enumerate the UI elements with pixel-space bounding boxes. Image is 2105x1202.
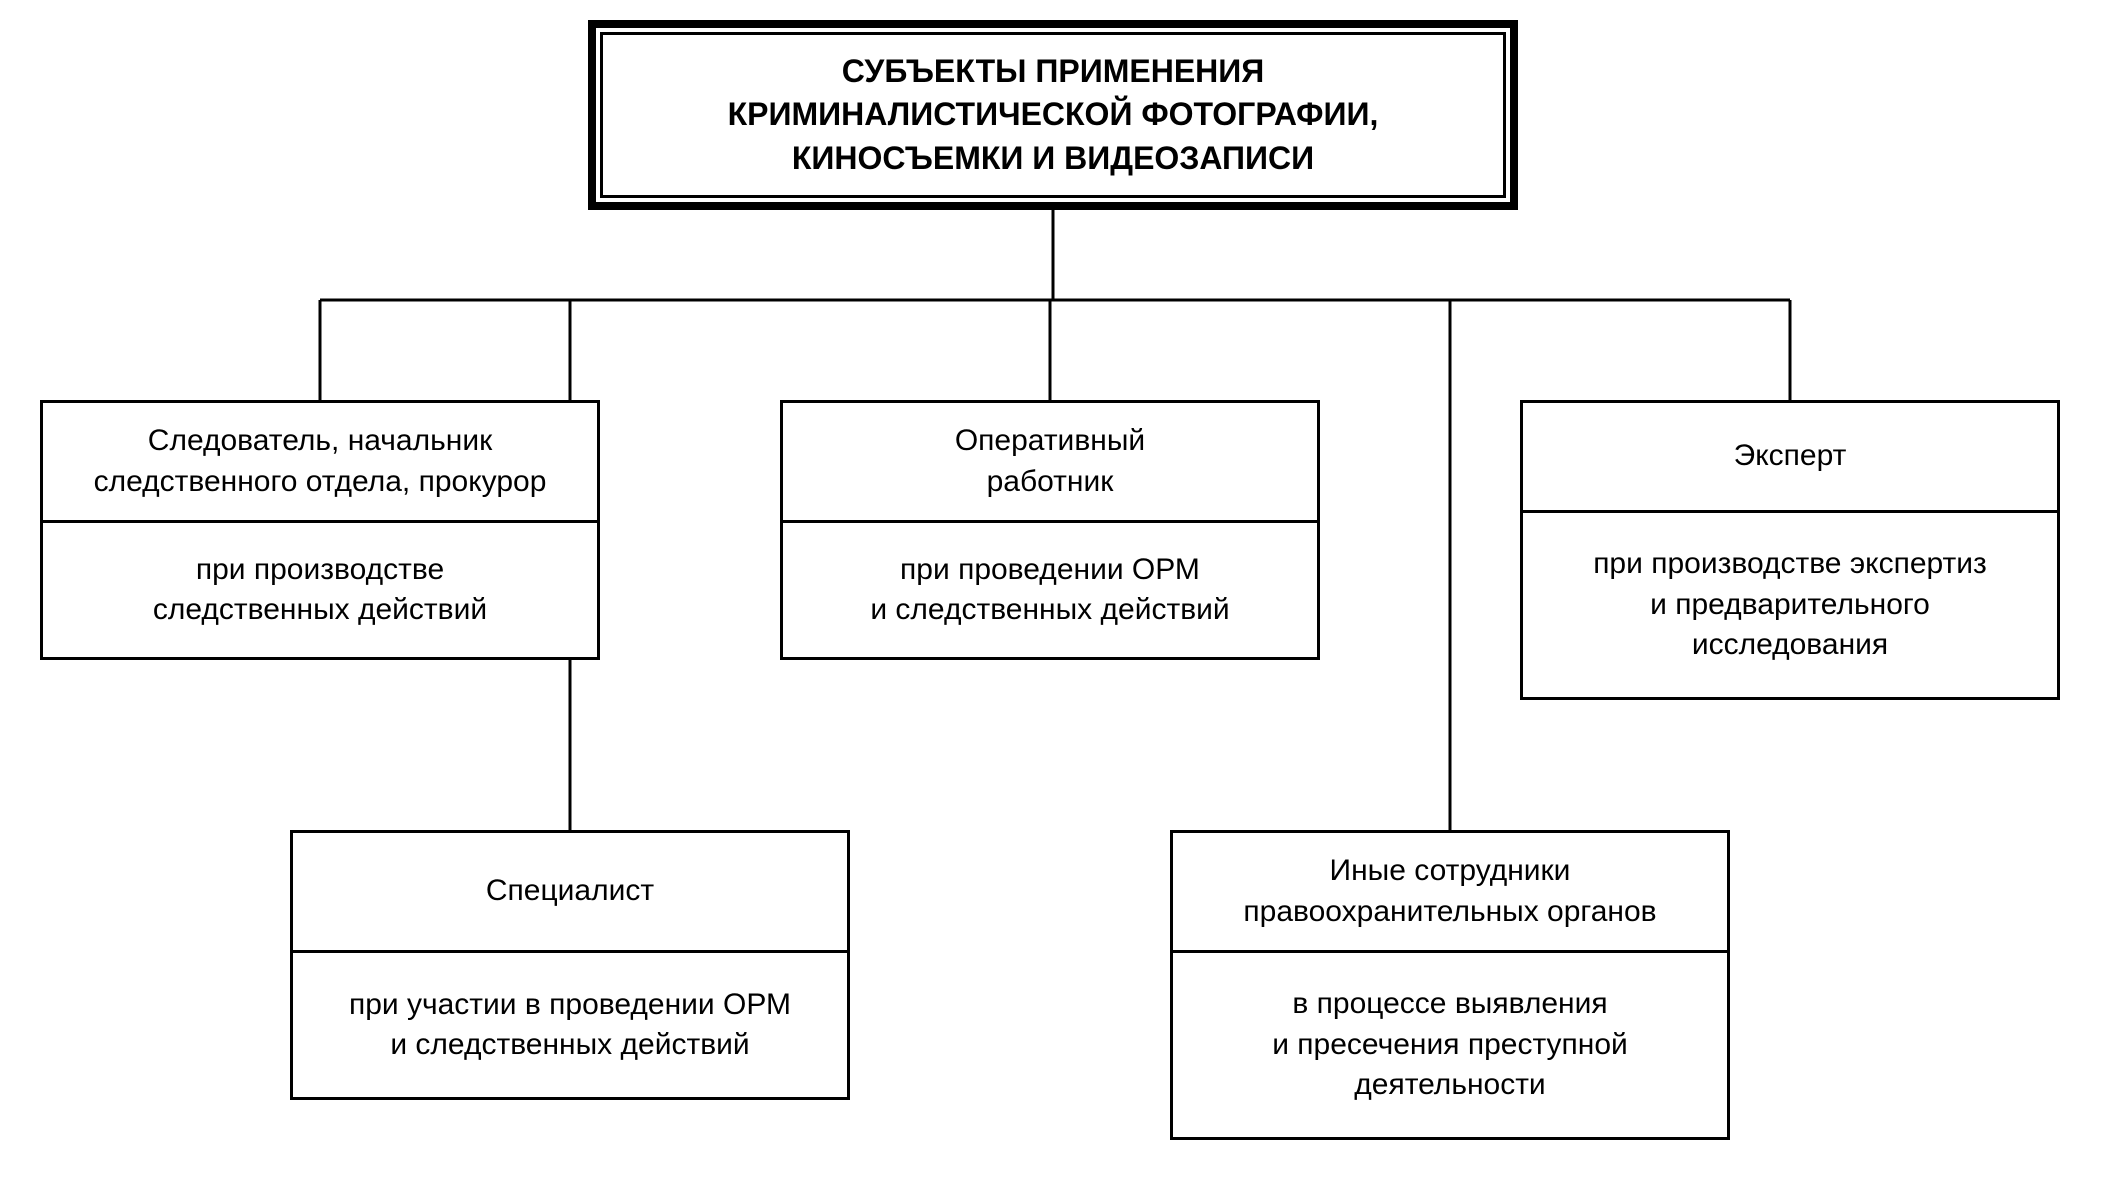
node-other-officers: Иные сотрудники правоохранительных орган… (1170, 830, 1730, 1140)
node-operative: Оперативный работник при проведении ОРМ … (780, 400, 1320, 660)
root-node: СУБЪЕКТЫ ПРИМЕНЕНИЯ КРИМИНАЛИСТИЧЕСКОЙ Ф… (588, 20, 1518, 210)
node-title: Иные сотрудники правоохранительных орган… (1243, 851, 1656, 932)
node-title: Следователь, начальник следственного отд… (94, 421, 547, 502)
node-specialist: Специалист при участии в проведении ОРМ … (290, 830, 850, 1100)
node-desc: при производстве экспертиз и предварител… (1593, 544, 1987, 666)
node-title: Оперативный работник (955, 421, 1145, 502)
node-title: Специалист (486, 871, 654, 912)
node-desc: в процессе выявления и пресечения престу… (1272, 984, 1628, 1106)
diagram-canvas: СУБЪЕКТЫ ПРИМЕНЕНИЯ КРИМИНАЛИСТИЧЕСКОЙ Ф… (0, 0, 2105, 1202)
root-title: СУБЪЕКТЫ ПРИМЕНЕНИЯ КРИМИНАЛИСТИЧЕСКОЙ Ф… (728, 50, 1379, 180)
node-desc: при производстве следственных действий (153, 550, 487, 631)
node-title: Эксперт (1734, 436, 1847, 477)
node-investigator: Следователь, начальник следственного отд… (40, 400, 600, 660)
node-expert: Эксперт при производстве экспертиз и пре… (1520, 400, 2060, 700)
node-desc: при проведении ОРМ и следственных действ… (870, 550, 1229, 631)
node-desc: при участии в проведении ОРМ и следствен… (349, 985, 791, 1066)
